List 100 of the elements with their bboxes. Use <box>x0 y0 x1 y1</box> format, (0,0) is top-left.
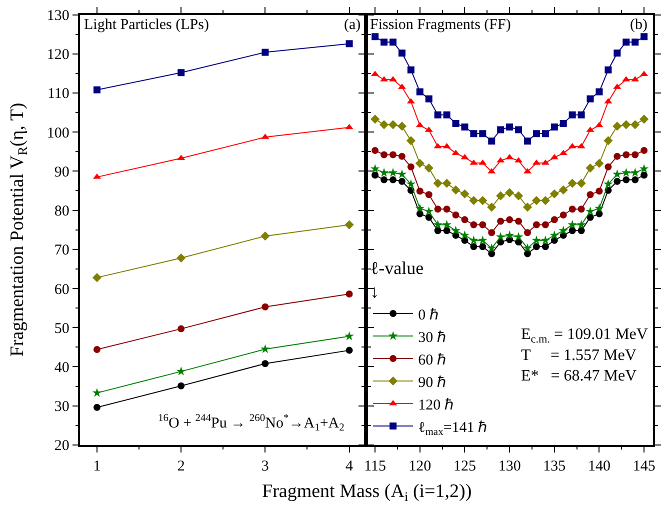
point <box>461 216 468 224</box>
point <box>594 203 604 212</box>
x-tick-label: 115 <box>364 458 386 475</box>
x-tick-label: 135 <box>543 458 566 475</box>
point <box>542 243 549 250</box>
x-axis-title: Fragment Mass (A$_{i}$ (i=1,2)) <box>262 481 472 504</box>
point <box>550 189 559 198</box>
point <box>442 220 452 229</box>
point <box>515 126 522 134</box>
point <box>487 202 496 212</box>
point <box>424 164 434 173</box>
point <box>176 253 186 263</box>
point <box>542 130 549 138</box>
y-tick-label: 50 <box>54 320 70 337</box>
point <box>260 344 270 354</box>
point <box>568 111 576 118</box>
point <box>470 159 478 165</box>
point <box>479 243 486 250</box>
x-tick-label: 130 <box>498 458 521 475</box>
legend-title: ℓ-value ↓ <box>370 258 424 302</box>
point <box>344 220 354 230</box>
point <box>451 185 460 195</box>
point <box>176 366 186 376</box>
point <box>415 158 424 168</box>
point <box>177 154 186 160</box>
point <box>425 95 432 102</box>
point <box>614 152 621 160</box>
point <box>434 227 442 234</box>
point <box>407 66 414 74</box>
point <box>433 220 442 229</box>
point <box>578 206 585 213</box>
x-tick-label: 4 <box>346 458 354 475</box>
point <box>469 196 478 206</box>
point <box>586 206 595 216</box>
x-tick-label: 120 <box>408 458 432 475</box>
point <box>470 130 478 138</box>
point <box>93 86 100 94</box>
point <box>532 221 540 228</box>
point <box>407 163 414 170</box>
point <box>372 33 379 40</box>
y-tick-label: 120 <box>46 47 70 64</box>
legend-label: 30 ℏ <box>418 330 446 346</box>
point <box>380 176 388 184</box>
point <box>594 158 604 168</box>
point <box>380 38 388 46</box>
point <box>514 232 524 241</box>
point <box>442 178 452 188</box>
point <box>622 38 630 46</box>
point <box>514 191 524 200</box>
point <box>621 168 631 177</box>
point <box>451 226 460 235</box>
point <box>443 227 450 234</box>
legend-label: ℓ$_{max}$=141 ℏ <box>418 420 488 438</box>
point <box>370 114 380 124</box>
point <box>560 120 567 127</box>
point <box>640 33 648 40</box>
point <box>488 229 496 236</box>
point <box>596 88 603 96</box>
x-tick-label: 125 <box>453 458 476 475</box>
point <box>524 250 532 258</box>
point <box>178 325 185 332</box>
point <box>262 48 269 56</box>
point <box>540 236 550 244</box>
y-tick-label: 90 <box>54 164 70 180</box>
y-tick-label: 40 <box>54 360 70 376</box>
point <box>398 50 406 57</box>
point <box>461 123 468 130</box>
point <box>640 172 648 179</box>
point <box>397 169 407 178</box>
y-tick-label: 110 <box>47 86 70 102</box>
point <box>478 159 487 165</box>
point <box>425 214 432 221</box>
point <box>558 185 568 195</box>
point <box>425 191 432 198</box>
point <box>496 191 506 200</box>
point <box>469 236 478 244</box>
x-tick-label: 3 <box>261 458 269 475</box>
point <box>370 164 380 173</box>
point <box>506 216 514 224</box>
point <box>640 146 648 154</box>
point <box>532 196 542 206</box>
point <box>586 214 594 221</box>
point <box>595 122 604 128</box>
legend-label: 120 ℏ <box>418 397 454 414</box>
point <box>622 120 631 130</box>
point <box>262 303 269 310</box>
point <box>470 221 478 228</box>
point <box>639 164 649 173</box>
point <box>424 206 434 216</box>
x-tick-label: 2 <box>177 458 185 475</box>
point <box>578 227 585 234</box>
point <box>497 126 504 134</box>
point <box>346 40 353 48</box>
point <box>622 151 630 158</box>
point <box>504 230 514 240</box>
point <box>568 206 576 213</box>
point <box>496 232 506 241</box>
point <box>541 159 550 165</box>
point <box>522 243 532 252</box>
point <box>486 243 496 252</box>
